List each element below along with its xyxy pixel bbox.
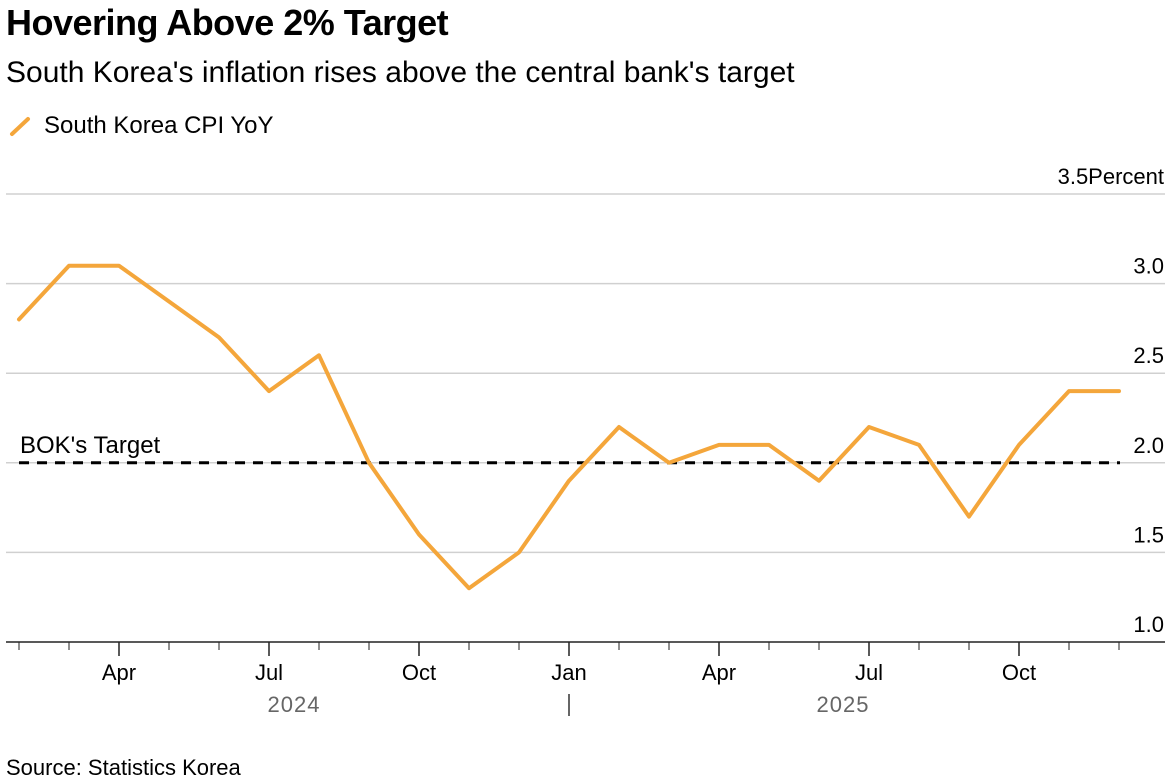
x-tick-label: Apr [702, 660, 736, 685]
year-label-2025: 2025 [817, 692, 870, 717]
chart-title: Hovering Above 2% Target [6, 2, 449, 43]
legend: South Korea CPI YoY [6, 112, 274, 140]
legend-line-icon [10, 117, 30, 136]
x-tick-label: Jan [551, 660, 586, 685]
chart-subtitle: South Korea's inflation rises above the … [6, 56, 795, 89]
source-note: Source: Statistics Korea [6, 755, 241, 780]
x-tick-label: Jul [855, 660, 883, 685]
y-tick-label: 1.5 [1133, 522, 1164, 547]
x-tick-label: Oct [402, 660, 436, 685]
y-tick-label: 2.5 [1133, 343, 1164, 368]
y-tick-label: 3.0 [1133, 254, 1164, 279]
y-tick-label: 1.0 [1133, 612, 1164, 637]
y-tick-label: 3.5Percent [1058, 164, 1164, 189]
legend-label: South Korea CPI YoY [44, 112, 274, 139]
series-line-cpi-yoy [17, 263, 1121, 591]
x-tick-label: Apr [102, 660, 136, 685]
x-tick-label: Jul [255, 660, 283, 685]
target-reference-label: BOK's Target [20, 432, 161, 459]
year-label-2024: 2024 [268, 692, 321, 717]
x-tick-label: Oct [1002, 660, 1036, 685]
y-tick-label: 2.0 [1133, 433, 1164, 458]
